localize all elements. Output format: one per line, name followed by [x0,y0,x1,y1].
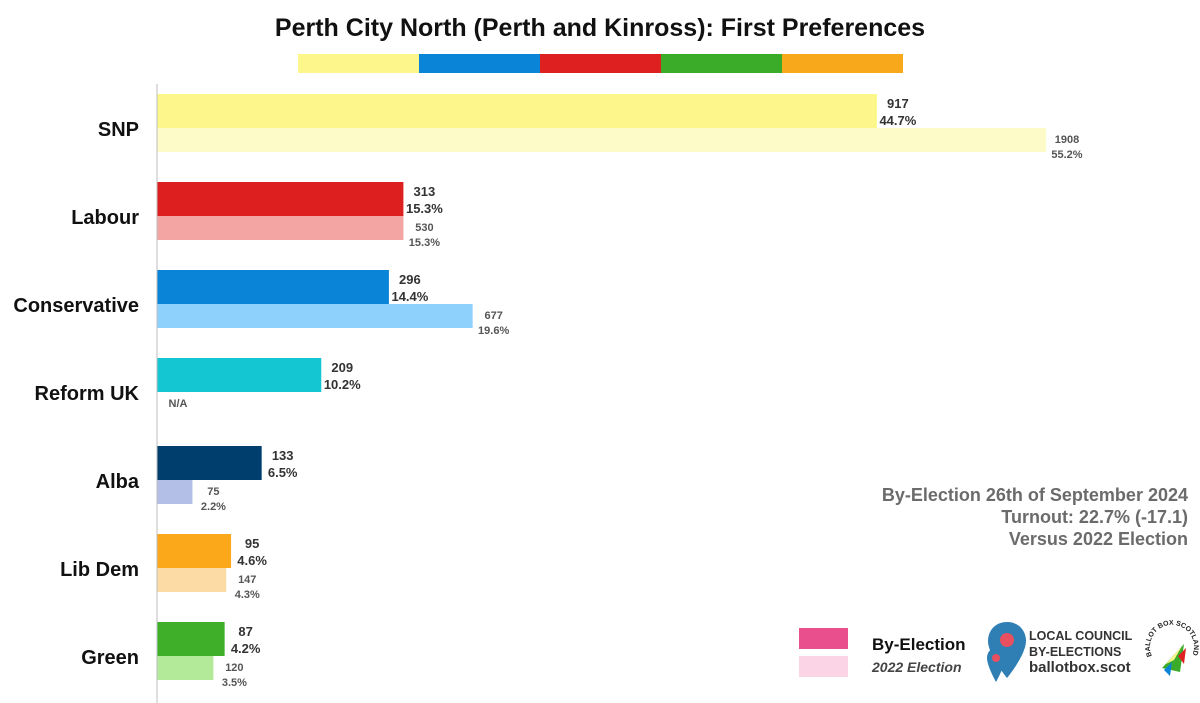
percent-2022-labour: 15.3% [409,237,440,249]
legend-label-by-election: By-Election [872,635,966,654]
badge-text: BALLOT BOX SCOTLAND [1145,620,1199,658]
map-pin-icon [987,622,1026,682]
category-label-alba: Alba [96,471,140,493]
percent-by-election-lib-dem: 4.6% [237,553,267,568]
turnout-text: Turnout: 22.7% (-17.1) [1001,507,1188,527]
chart-title: Perth City North (Perth and Kinross): Fi… [274,14,926,42]
value-by-election-lib-dem: 95 [245,536,259,551]
bar-by-election-green [157,622,225,656]
percent-by-election-green: 4.2% [231,641,261,656]
bar-by-election-lib-dem [157,534,232,568]
legend-swatch-2022 [799,656,848,677]
bar-by-election-reform-uk [157,358,322,392]
value-2022-labour: 530 [415,222,433,234]
brand-line-2: BY-ELECTIONS [1029,645,1122,659]
value-by-election-snp: 917 [887,96,909,111]
percent-2022-green: 3.5% [222,677,247,689]
value-2022-conservative: 677 [484,310,502,322]
stripe-segment-2 [419,54,540,73]
chart-legend: By-Election 2022 Election [799,628,979,680]
brand-text: LOCAL COUNCIL BY-ELECTIONS ballotbox.sco… [1029,628,1132,676]
category-label-green: Green [81,647,139,669]
ballot-box-scotland-logo: BALLOT BOX SCOTLAND [1145,620,1199,676]
percent-2022-lib-dem: 4.3% [235,589,260,601]
percent-by-election-labour: 15.3% [406,201,443,216]
bar-2022-labour [157,216,404,240]
value-by-election-alba: 133 [272,448,294,463]
election-info: By-Election 26th of September 2024 Turno… [882,484,1188,550]
category-label-lib-dem: Lib Dem [60,559,139,581]
category-label-snp: SNP [98,119,139,141]
percent-by-election-conservative: 14.4% [391,289,428,304]
brand-site: ballotbox.scot [1029,659,1131,676]
bar-by-election-alba [157,446,262,480]
value-2022-lib-dem: 147 [238,574,256,586]
stripe-segment-1 [298,54,419,73]
comparison-text: Versus 2022 Election [1008,529,1188,549]
percent-by-election-reform-uk: 10.2% [324,377,361,392]
election-date: By-Election 26th of September 2024 [881,485,1188,505]
value-by-election-green: 87 [238,624,252,639]
bar-by-election-snp [157,94,877,128]
percent-2022-snp: 55.2% [1051,149,1082,161]
bar-by-election-labour [157,182,404,216]
brand-block: LOCAL COUNCIL BY-ELECTIONS ballotbox.sco… [985,620,1200,690]
value-2022-alba: 75 [207,486,219,498]
bar-2022-alba [157,480,193,504]
value-by-election-conservative: 296 [399,272,421,287]
party-color-stripe [298,54,903,73]
value-by-election-reform-uk: 209 [331,360,353,375]
stripe-segment-4 [661,54,782,73]
value-2022-reform-uk: N/A [169,398,188,410]
bar-2022-snp [157,128,1046,152]
stripe-segment-3 [540,54,661,73]
percent-2022-alba: 2.2% [201,501,226,513]
bar-2022-lib-dem [157,568,227,592]
category-label-conservative: Conservative [13,295,139,317]
percent-by-election-snp: 44.7% [879,113,916,128]
value-2022-snp: 1908 [1055,134,1079,146]
percent-2022-conservative: 19.6% [478,325,509,337]
bar-2022-conservative [157,304,473,328]
stripe-segment-5 [782,54,903,73]
category-label-labour: Labour [71,207,139,229]
legend-label-2022: 2022 Election [872,659,962,675]
bar-2022-green [157,656,214,680]
value-2022-green: 120 [225,662,243,674]
legend-swatch-by-election [799,628,848,649]
bar-by-election-conservative [157,270,389,304]
percent-by-election-alba: 6.5% [268,465,298,480]
category-label-reform-uk: Reform UK [35,383,140,405]
value-by-election-labour: 313 [414,184,436,199]
svg-text:BALLOT BOX SCOTLAND: BALLOT BOX SCOTLAND [1145,620,1199,658]
brand-line-1: LOCAL COUNCIL [1029,629,1133,643]
